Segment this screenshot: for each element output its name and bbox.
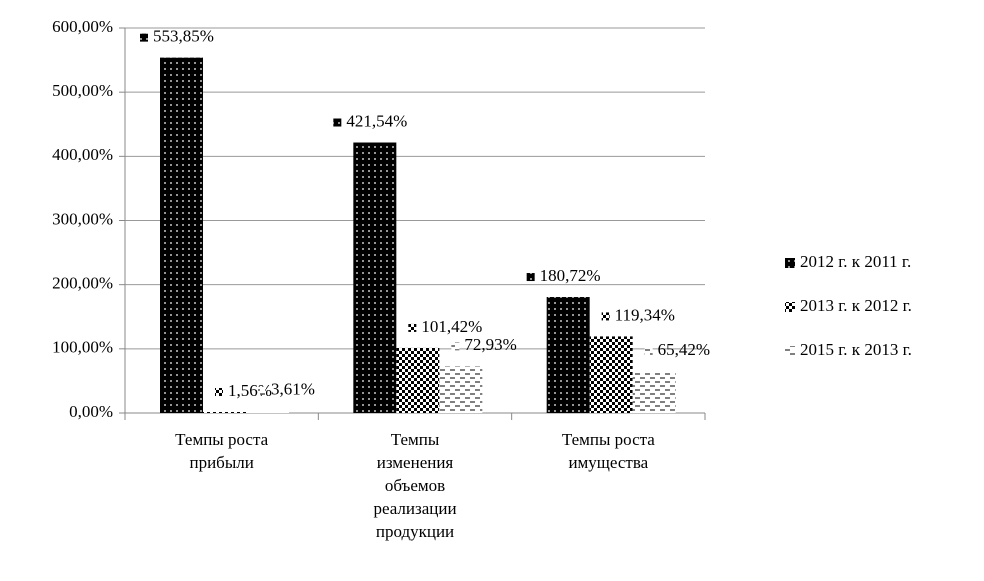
data-label: 119,34% (615, 305, 675, 324)
legend-label: 2015 г. к 2013 г. (800, 340, 912, 359)
y-tick-label: 100,00% (52, 338, 113, 357)
data-label: 180,72% (540, 266, 601, 285)
data-label: 72,93% (464, 335, 516, 354)
data-label: 421,54% (346, 111, 407, 130)
data-label: 3,61% (271, 380, 315, 399)
y-tick-label: 0,00% (69, 402, 113, 421)
label-key (215, 387, 223, 396)
bar (353, 142, 397, 413)
bar (203, 411, 246, 413)
bar (632, 371, 676, 413)
legend-key (785, 258, 795, 268)
data-label: 101,42% (421, 317, 482, 336)
label-key (140, 33, 148, 42)
legend-label: 2013 г. к 2012 г. (800, 296, 912, 315)
y-tick-label: 400,00% (52, 145, 113, 164)
y-tick-label: 200,00% (52, 274, 113, 293)
label-key (408, 323, 417, 332)
bar (246, 410, 289, 413)
data-label: 553,85% (153, 27, 214, 46)
y-tick-label: 500,00% (52, 81, 113, 100)
label-key (451, 342, 460, 351)
label-key (333, 118, 342, 127)
data-label: 65,42% (658, 340, 710, 359)
bar (160, 57, 203, 413)
x-tick-label: Темпы изменения объемов реализации проду… (373, 430, 457, 541)
x-tick-label: Темпы роста имущества (561, 430, 655, 472)
label-key (601, 312, 610, 321)
label-key (526, 273, 535, 282)
x-tick-label: Темпы роста прибыли (175, 430, 269, 472)
legend-label: 2012 г. к 2011 г. (800, 252, 911, 271)
bar (396, 347, 440, 413)
legend-key (785, 346, 795, 356)
legend-key (785, 302, 795, 312)
data-label: 1,56% (228, 381, 272, 400)
bar (589, 336, 633, 413)
bar (546, 297, 590, 413)
y-tick-label: 600,00% (52, 17, 113, 36)
label-key (258, 386, 266, 395)
label-key (644, 347, 653, 356)
bar (439, 366, 483, 413)
y-tick-label: 300,00% (52, 209, 113, 228)
